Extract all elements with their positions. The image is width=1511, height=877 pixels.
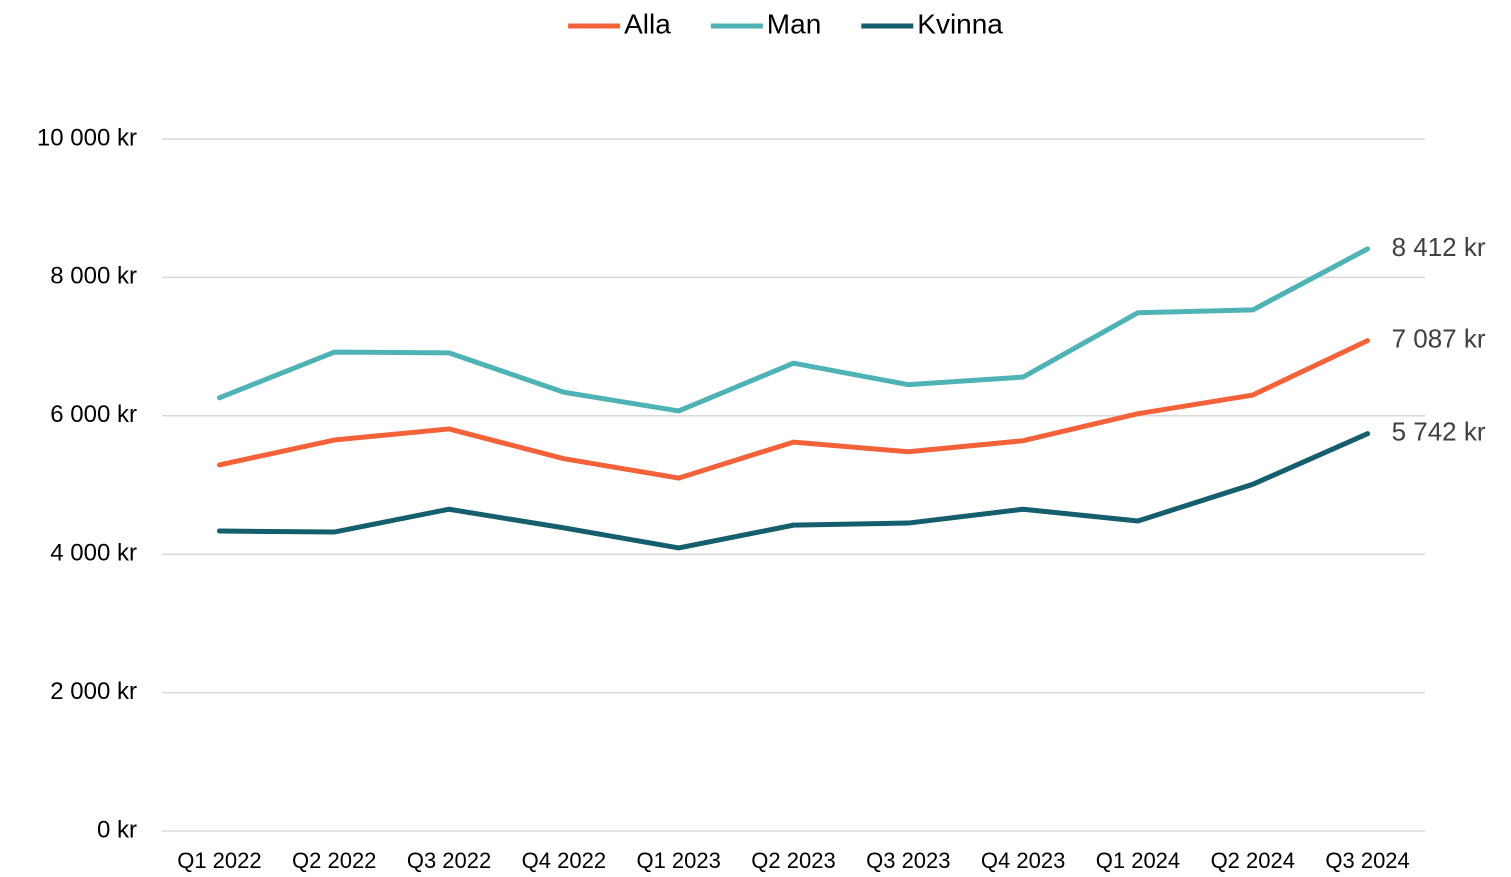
x-tick-label: Q4 2022: [522, 848, 606, 873]
y-tick-label: 6 000 kr: [50, 401, 137, 428]
y-tick-label: 2 000 kr: [50, 678, 137, 705]
x-tick-label: Q3 2022: [407, 848, 491, 873]
legend-label: Man: [767, 8, 821, 39]
x-tick-label: Q2 2024: [1211, 848, 1295, 873]
x-tick-label: Q2 2022: [292, 848, 376, 873]
series-line: [216, 246, 1371, 414]
data-label: 7 087 kr: [1392, 323, 1486, 353]
legend-label: Kvinna: [917, 8, 1003, 39]
series-line: [216, 431, 1371, 551]
x-tick-label: Q2 2023: [751, 848, 835, 873]
x-tick-label: Q1 2022: [177, 848, 261, 873]
x-tick-label: Q4 2023: [981, 848, 1065, 873]
y-tick-label: 8 000 kr: [50, 263, 137, 290]
x-tick-label: Q1 2024: [1096, 848, 1180, 873]
legend-label: Alla: [624, 8, 671, 39]
series-line: [216, 338, 1371, 481]
x-tick-label: Q3 2024: [1325, 848, 1409, 873]
data-label: 8 412 kr: [1392, 232, 1486, 262]
x-tick-label: Q1 2023: [636, 848, 720, 873]
y-tick-label: 4 000 kr: [50, 540, 137, 567]
x-tick-label: Q3 2023: [866, 848, 950, 873]
y-tick-label: 10 000 kr: [37, 124, 137, 151]
y-tick-label: 0 kr: [97, 816, 137, 843]
data-label: 5 742 kr: [1392, 417, 1486, 447]
